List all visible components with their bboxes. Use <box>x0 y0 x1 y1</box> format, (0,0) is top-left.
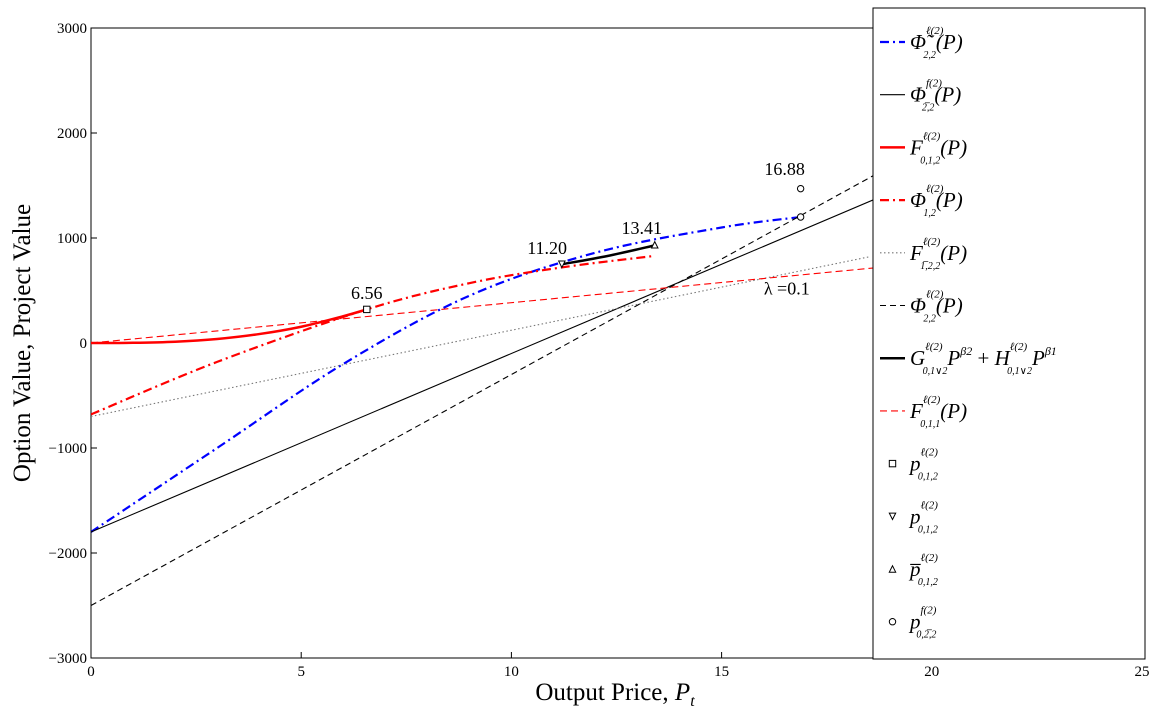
legend-item: Gℓ(2) 0,1∨2Pβ2 + Hℓ(2) 0,1∨2Pβ1 <box>880 341 1057 377</box>
legend-marker <box>888 459 897 468</box>
legend-label: p̅ℓ(2) 0,1,2 <box>908 552 938 588</box>
legend-label: pf(2) 0,2̅,2 <box>908 605 937 641</box>
y-tick-label: −3000 <box>49 651 87 667</box>
legend-label: Fℓ(2) 0,1,1(P) <box>909 394 967 430</box>
series-line-7 <box>561 244 656 266</box>
legend-label: Φf(2) 2̅,2(P) <box>910 78 961 114</box>
legend-item: Φℓ(2) 2,2(P) <box>880 289 963 325</box>
legend-label: Gℓ(2) 0,1∨2Pβ2 + Hℓ(2) 0,1∨2Pβ1 <box>910 341 1057 377</box>
point-triangle-down <box>557 260 566 269</box>
legend-label: Φℓ(2) 2,2(P) <box>910 289 963 325</box>
series-line-1 <box>91 215 801 533</box>
x-tick-label: 10 <box>504 664 519 680</box>
legend-item: Φf(2) 2̅,2(P) <box>880 78 961 114</box>
y-axis-label: Option Value, Project Value <box>9 204 36 482</box>
point-circle <box>796 184 805 193</box>
annotation-label: 13.41 <box>621 218 662 238</box>
x-tick-label: 15 <box>714 664 729 680</box>
legend-label: Φℓ(2) 1,2(P) <box>910 183 963 219</box>
annotation-label: 6.56 <box>351 283 383 303</box>
x-tick-label: 0 <box>87 664 95 680</box>
y-tick-label: 1000 <box>57 231 87 247</box>
series-line-5 <box>91 256 869 418</box>
y-tick-label: −2000 <box>49 546 87 562</box>
x-tick-label: 20 <box>924 664 939 680</box>
legend-label: pℓ(2) 0,1,2 <box>908 447 938 483</box>
legend-label: Fℓ(2) 1̅,2,2(P) <box>909 236 967 272</box>
x-axis-label: Output Price, Pt <box>535 679 695 709</box>
point-circle <box>796 213 805 221</box>
legend-label: Φ̃ℓ(2) 2,2(P) <box>910 25 963 61</box>
legend-marker <box>888 512 897 521</box>
legend-item: p̅ℓ(2) 0,1,2 <box>888 552 938 588</box>
legend-item: Fℓ(2) 0,1,2(P) <box>880 130 967 166</box>
legend-item: Φℓ(2) 1,2(P) <box>880 183 963 219</box>
annotation-label: 16.88 <box>764 159 805 179</box>
legend-item: Φ̃ℓ(2) 2,2(P) <box>880 25 963 61</box>
legend-marker <box>888 564 897 573</box>
point-square <box>363 305 371 314</box>
y-tick-label: 0 <box>80 336 88 352</box>
annotations: 6.56 11.20 13.41 16.88 λ =0.1 <box>351 159 810 303</box>
annotation-label: λ =0.1 <box>764 279 810 299</box>
point-triangle-up <box>650 240 659 249</box>
legend-label: Fℓ(2) 0,1,2(P) <box>909 130 967 166</box>
legend: Φ̃ℓ(2) 2,2(P) Φf(2) 2̅,2(P) Fℓ(2) 0,1,2(P) Φℓ(… <box>872 7 1146 660</box>
x-tick-label: 5 <box>297 664 305 680</box>
legend-item: pf(2) 0,2̅,2 <box>888 605 937 641</box>
y-axis-ticks: −3000 −2000 −1000 0 1000 2000 3000 <box>49 21 97 667</box>
marker-points <box>363 184 805 314</box>
legend-item: pℓ(2) 0,1,2 <box>888 447 938 483</box>
legend-item: Fℓ(2) 1̅,2,2(P) <box>880 236 967 272</box>
legend-label: pℓ(2) 0,1,2 <box>908 499 938 535</box>
annotation-label: 11.20 <box>527 238 567 258</box>
x-tick-label: 25 <box>1135 664 1150 680</box>
legend-item: Fℓ(2) 0,1,1(P) <box>880 394 967 430</box>
y-tick-label: 2000 <box>57 126 87 142</box>
y-tick-label: 3000 <box>57 21 87 37</box>
legend-marker <box>888 618 897 626</box>
y-tick-label: −1000 <box>49 441 87 457</box>
legend-box <box>872 7 1146 660</box>
legend-item: pℓ(2) 0,1,2 <box>888 499 938 535</box>
